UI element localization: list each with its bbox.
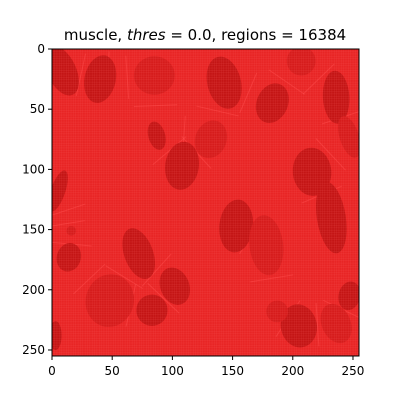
x-axis: 0 50 100 150 200 250 (48, 356, 364, 378)
x-tick-label: 150 (221, 364, 244, 378)
region-grid-overlay (52, 49, 359, 356)
x-tick-label: 100 (161, 364, 184, 378)
y-tick-label: 250 (22, 343, 45, 357)
y-tick-label: 100 (22, 162, 45, 176)
x-tick-label: 200 (281, 364, 304, 378)
chart-title: muscle, thres = 0.0, regions = 16384 (64, 26, 346, 44)
y-tick-label: 0 (37, 42, 45, 56)
x-tick-label: 50 (105, 364, 120, 378)
plot-area (52, 49, 359, 356)
y-tick-label: 50 (30, 102, 45, 116)
plot-frame (51, 48, 360, 357)
x-tick-label: 0 (48, 364, 56, 378)
y-tick-label: 200 (22, 283, 45, 297)
x-tick-label: 250 (342, 364, 365, 378)
y-axis: 0 50 100 150 200 250 (22, 42, 52, 357)
y-tick-label: 150 (22, 223, 45, 237)
